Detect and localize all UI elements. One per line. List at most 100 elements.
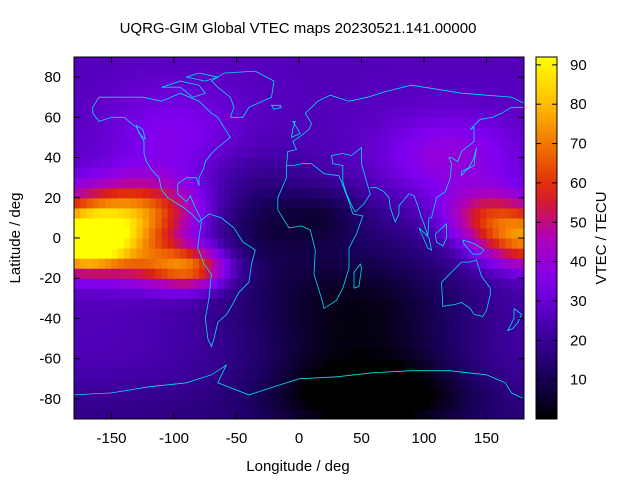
heatmap-cell (317, 378, 325, 390)
heatmap-cell (249, 57, 256, 68)
heatmap-cell (99, 157, 106, 169)
heatmap-cell (136, 117, 144, 128)
heatmap-cell (161, 57, 169, 68)
heatmap-cell (149, 398, 156, 410)
heatmap-cell (405, 77, 413, 88)
heatmap-cell (280, 308, 288, 320)
heatmap-cell (136, 378, 144, 390)
heatmap-cell (511, 197, 519, 209)
heatmap-cell (505, 338, 513, 350)
heatmap-cell (242, 308, 250, 320)
heatmap-cell (192, 358, 200, 370)
heatmap-cell (349, 197, 356, 209)
heatmap-cell (180, 77, 188, 88)
heatmap-cell (411, 137, 419, 149)
heatmap-cell (367, 77, 375, 88)
heatmap-cell (411, 107, 419, 118)
heatmap-cell (467, 97, 475, 108)
heatmap-cell (305, 117, 313, 128)
heatmap-cell (405, 308, 413, 320)
heatmap-cell (392, 187, 400, 199)
heatmap-cell (236, 97, 244, 108)
heatmap-cell (249, 97, 256, 108)
heatmap-cell (336, 378, 344, 390)
heatmap-cell (74, 268, 81, 279)
heatmap-cell (242, 408, 250, 419)
heatmap-cell (74, 57, 81, 68)
colorbar-tick-label: 40 (570, 254, 587, 271)
heatmap-cell (236, 137, 244, 149)
heatmap-cell (111, 187, 119, 199)
heatmap-cell (380, 408, 388, 419)
heatmap-cell (374, 378, 381, 390)
heatmap-cell (117, 127, 125, 139)
heatmap-cell (305, 308, 313, 320)
heatmap-cell (480, 238, 488, 249)
heatmap-cell (324, 258, 331, 269)
heatmap-cell (474, 157, 481, 169)
heatmap-cell (442, 288, 450, 299)
heatmap-cell (224, 288, 231, 299)
heatmap-cell (205, 97, 213, 108)
heatmap-cell (130, 87, 138, 98)
heatmap-cell (311, 97, 319, 108)
heatmap-cell (324, 217, 331, 229)
heatmap-cell (255, 398, 263, 410)
heatmap-cell (492, 137, 500, 149)
heatmap-cell (286, 227, 294, 239)
heatmap-cell (205, 268, 213, 279)
heatmap-cell (505, 278, 513, 289)
heatmap-cell (499, 338, 506, 350)
heatmap-cell (511, 107, 519, 118)
heatmap-cell (511, 187, 519, 199)
heatmap-cell (411, 378, 419, 390)
heatmap-cell (249, 328, 256, 340)
heatmap-cell (142, 348, 150, 360)
heatmap-cell (461, 288, 469, 299)
heatmap-cell (149, 197, 156, 209)
heatmap-cell (180, 187, 188, 199)
heatmap-cell (205, 258, 213, 269)
heatmap-cell (392, 368, 400, 380)
heatmap-cell (380, 268, 388, 279)
heatmap-cell (174, 137, 181, 149)
heatmap-cell (461, 87, 469, 98)
heatmap-cell (399, 248, 406, 259)
heatmap-cell (180, 97, 188, 108)
heatmap-cell (399, 157, 406, 169)
heatmap-cell (442, 268, 450, 279)
heatmap-cell (505, 187, 513, 199)
heatmap-cell (224, 187, 231, 199)
heatmap-cell (92, 398, 100, 410)
heatmap-cell (330, 318, 338, 330)
heatmap-cell (130, 207, 138, 219)
heatmap-cell (130, 97, 138, 108)
heatmap-cell (74, 117, 81, 128)
heatmap-cell (174, 127, 181, 139)
heatmap-cell (317, 217, 325, 229)
heatmap-cell (405, 127, 413, 139)
heatmap-cell (386, 368, 394, 380)
heatmap-cell (117, 67, 125, 78)
heatmap-cell (136, 197, 144, 209)
heatmap-cell (492, 238, 500, 249)
heatmap-cell (367, 298, 375, 309)
heatmap-cell (255, 117, 263, 128)
heatmap-cell (399, 298, 406, 309)
heatmap-cell (149, 117, 156, 128)
heatmap-cell (330, 288, 338, 299)
heatmap-cell (86, 338, 94, 350)
heatmap-cell (230, 268, 238, 279)
heatmap-cell (186, 238, 194, 249)
heatmap-cell (161, 288, 169, 299)
heatmap-cell (174, 388, 181, 400)
heatmap-cell (461, 217, 469, 229)
heatmap-cell (117, 328, 125, 340)
heatmap-cell (367, 348, 375, 360)
heatmap-cell (74, 187, 81, 199)
heatmap-cell (80, 217, 88, 229)
heatmap-cell (467, 197, 475, 209)
heatmap-cell (355, 117, 363, 128)
heatmap-cell (255, 408, 263, 419)
heatmap-cell (405, 167, 413, 179)
